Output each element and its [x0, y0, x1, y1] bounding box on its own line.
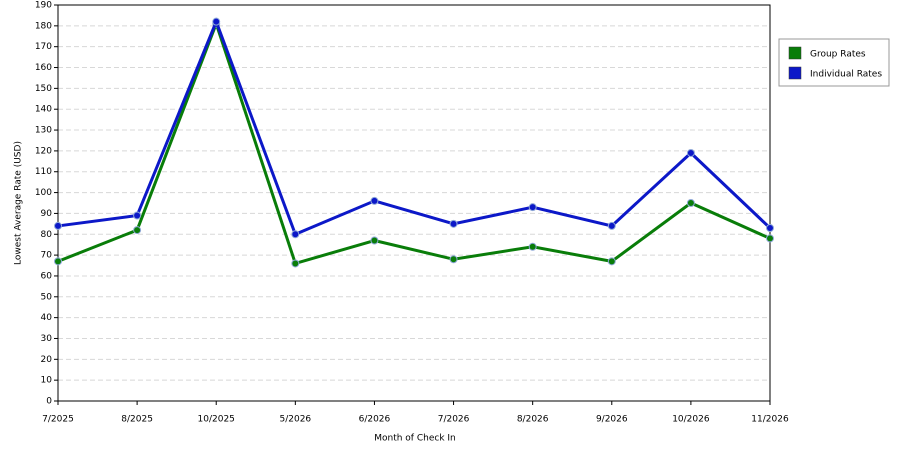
y-tick-label: 140 [35, 105, 52, 115]
data-point [449, 219, 458, 228]
y-axis-label: Lowest Average Rate (USD) [14, 141, 24, 265]
y-tick-label: 180 [35, 21, 52, 31]
data-point [133, 226, 142, 235]
data-point [449, 255, 458, 264]
plot-frame [57, 4, 771, 402]
data-point [291, 259, 300, 268]
y-tick-label: 190 [35, 1, 52, 11]
x-tick-label: 10/2026 [672, 415, 710, 425]
legend-swatch [788, 66, 802, 80]
data-point [686, 148, 695, 157]
data-point [528, 203, 537, 212]
y-tick-label: 80 [41, 230, 53, 240]
data-point [370, 196, 379, 205]
y-tick-label: 70 [41, 251, 53, 261]
y-tick-label: 100 [35, 188, 52, 198]
x-tick-label: 6/2026 [359, 415, 391, 425]
y-tick-label: 10 [41, 376, 53, 386]
y-tick-label: 170 [35, 42, 52, 52]
y-tick-label: 0 [46, 397, 52, 407]
x-tick-label: 8/2025 [121, 415, 153, 425]
series-line [57, 19, 771, 266]
y-tick-label: 90 [41, 209, 53, 219]
data-point [686, 199, 695, 207]
x-tick-label: 10/2025 [198, 415, 235, 425]
y-tick-label: 20 [41, 355, 53, 365]
x-axis-label: Month of Check In [374, 434, 456, 444]
data-point [212, 17, 221, 26]
data-point [54, 221, 62, 230]
y-tick-label: 40 [41, 313, 53, 323]
data-point [766, 234, 774, 243]
x-tick-label: 7/2025 [42, 415, 74, 425]
y-tick-label: 130 [35, 126, 52, 136]
y-tick-label: 60 [41, 271, 53, 281]
data-point [607, 221, 616, 230]
x-tick-label: 7/2026 [438, 415, 470, 425]
y-tick-label: 50 [41, 292, 53, 302]
legend-label: Group Rates [810, 50, 866, 60]
data-point [291, 230, 300, 239]
y-tick-label: 30 [41, 334, 53, 344]
data-point [766, 224, 774, 233]
x-tick-label: 11/2026 [751, 415, 789, 425]
y-tick-label: 110 [35, 167, 52, 177]
data-point [370, 236, 379, 245]
x-tick-label: 9/2026 [596, 415, 628, 425]
x-tick-label: 8/2026 [517, 415, 549, 425]
legend-label: Individual Rates [810, 70, 882, 80]
data-point [528, 242, 537, 251]
data-point [133, 211, 142, 220]
data-point [54, 257, 62, 266]
data-point [607, 257, 616, 266]
y-tick-label: 160 [35, 63, 52, 73]
x-tick-label: 5/2026 [279, 415, 311, 425]
series-line [57, 17, 772, 237]
y-tick-label: 150 [35, 84, 52, 94]
y-tick-label: 120 [35, 146, 52, 156]
legend-swatch [788, 46, 802, 60]
